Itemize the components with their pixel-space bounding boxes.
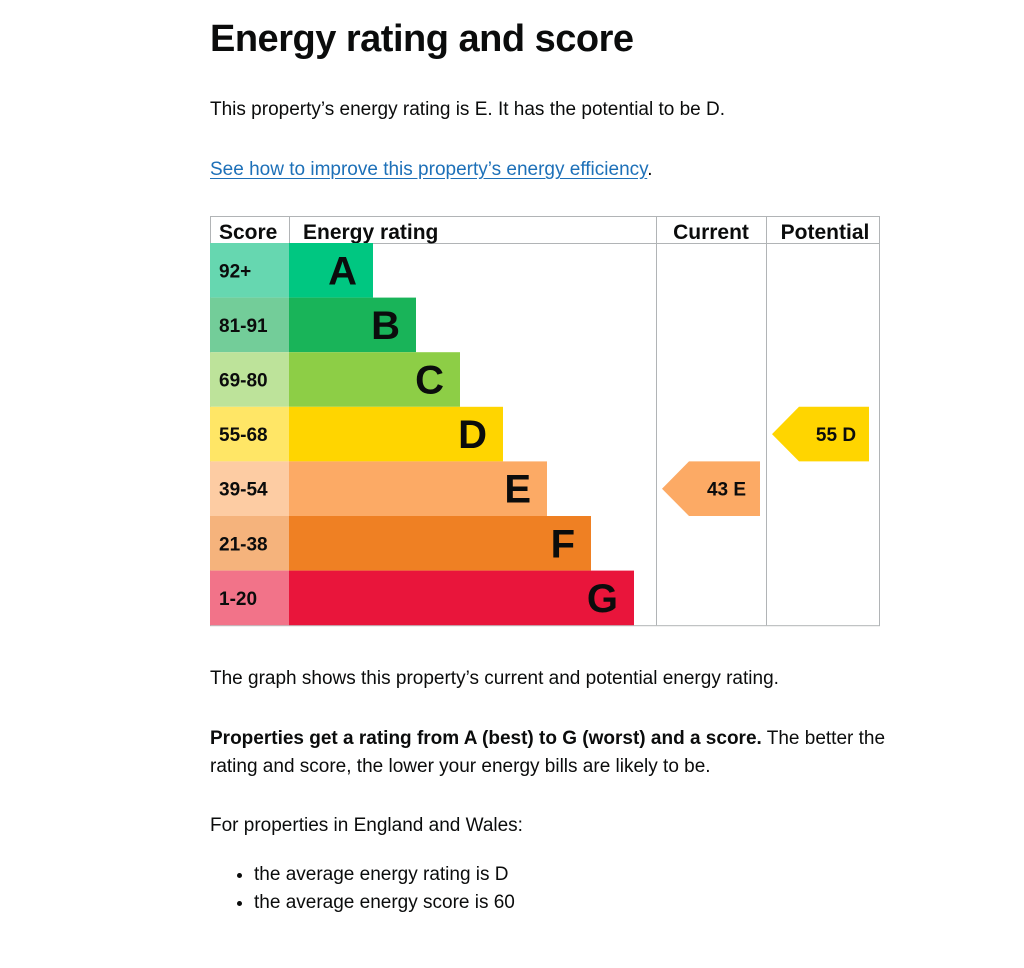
rating-explanation-rest: The better the rating and score, the low…: [210, 728, 886, 777]
potential-rating-label: 55 D: [816, 425, 856, 446]
score-range-d: 55-68: [219, 425, 268, 446]
link-suffix: .: [647, 159, 653, 180]
rating-bar-a: [289, 243, 373, 298]
rating-letter-g: G: [587, 577, 618, 621]
score-header: Score: [219, 221, 277, 244]
potential-header: Potential: [781, 221, 870, 244]
score-cell-c: [210, 352, 289, 407]
rating-bar-b: [289, 297, 416, 353]
rating-bar-c: [289, 352, 460, 407]
current-rating-arrow: [662, 461, 760, 516]
rating-bar-f: [289, 516, 591, 571]
rating-explanation-bold: Properties get a rating from A (best) to…: [210, 728, 762, 749]
rating-bar-g: [289, 570, 634, 626]
score-cell-d: [210, 406, 289, 462]
score-range-c: 69-80: [219, 371, 268, 392]
page-title: Energy rating and score: [210, 18, 634, 60]
rating-letter-b: B: [371, 304, 400, 348]
rating-letter-d: D: [458, 413, 487, 457]
score-range-f: 21-38: [219, 534, 268, 555]
rating-letter-a: A: [328, 249, 357, 293]
current-rating-label: 43 E: [707, 480, 746, 501]
rating-bar-d: [289, 406, 503, 462]
rating-letter-e: E: [504, 468, 531, 512]
region-text: For properties in England and Wales:: [210, 815, 523, 836]
list-item: the average energy rating is D: [254, 861, 515, 889]
improve-paragraph: See how to improve this property’s energ…: [210, 156, 653, 184]
score-cell-a: [210, 243, 289, 298]
current-header: Current: [673, 221, 749, 244]
score-range-b: 81-91: [219, 316, 268, 337]
rating-letter-c: C: [415, 359, 444, 403]
rating-letter-f: F: [551, 522, 575, 566]
graph-caption: The graph shows this property’s current …: [210, 668, 779, 689]
list-item: the average energy score is 60: [254, 889, 515, 917]
score-range-e: 39-54: [219, 480, 268, 501]
score-range-a: 92+: [219, 261, 251, 282]
averages-list: the average energy rating is D the avera…: [232, 861, 515, 917]
score-cell-b: [210, 297, 289, 353]
score-cell-g: [210, 570, 289, 626]
score-cell-f: [210, 516, 289, 571]
rating-bar-e: [289, 461, 547, 516]
rating-explanation: Properties get a rating from A (best) to…: [210, 725, 890, 781]
potential-rating-arrow: [772, 406, 869, 462]
improve-efficiency-link[interactable]: See how to improve this property’s energ…: [210, 159, 648, 180]
score-cell-e: [210, 461, 289, 516]
energy-rating-header: Energy rating: [303, 221, 438, 244]
score-range-g: 1-20: [219, 589, 257, 610]
rating-summary: This property’s energy rating is E. It h…: [210, 99, 726, 120]
